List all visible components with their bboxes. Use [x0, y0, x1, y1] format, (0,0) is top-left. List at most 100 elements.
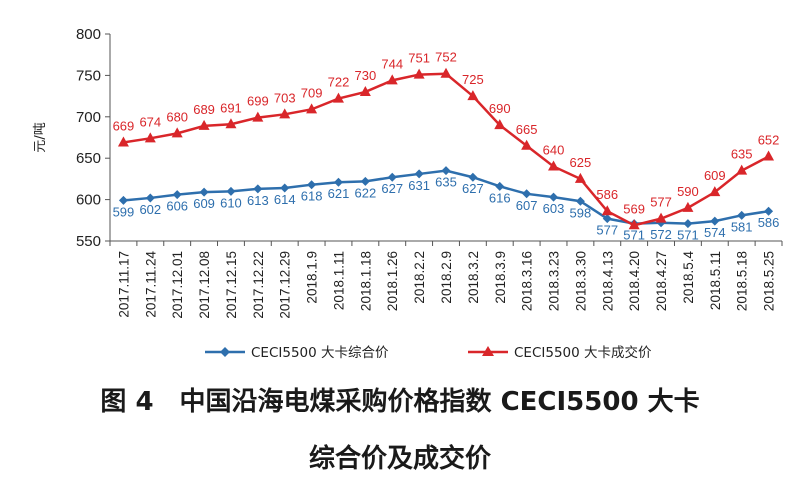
data-point: [468, 172, 478, 182]
data-label: 622: [355, 185, 377, 200]
y-axis-ticks: 550 600 650 700 750 800: [76, 26, 110, 250]
x-tick-label: 2018.4.13: [600, 251, 615, 311]
data-point: [333, 177, 343, 187]
figure-caption-line1: 图 4 中国沿海电煤采购价格指数 CECI5500 大卡: [100, 387, 700, 417]
data-label: 586: [758, 215, 780, 230]
data-point: [601, 205, 613, 216]
data-label: 603: [543, 201, 565, 216]
data-label: 606: [166, 199, 188, 214]
x-tick-label: 2018.1.11: [331, 251, 346, 310]
legend-label: CECI5500 大卡综合价: [251, 345, 389, 361]
data-label: 709: [301, 85, 323, 100]
data-label: 574: [704, 225, 726, 240]
data-label: 699: [247, 94, 269, 109]
data-label: 618: [301, 189, 323, 204]
data-point: [737, 210, 747, 220]
data-label: 690: [489, 101, 511, 116]
x-tick-label: 2017.12.29: [278, 251, 293, 319]
series-1: 599 602 606 609 610 613 614 618 621 622 627 631 635 6…: [113, 166, 780, 243]
data-point: [360, 176, 370, 186]
legend-label: CECI5500 大卡成交价: [514, 344, 652, 361]
data-point: [144, 132, 156, 143]
data-point: [549, 192, 559, 202]
data-label: 616: [489, 190, 511, 205]
x-tick-label: 2017.11.17: [116, 251, 131, 318]
data-label: 691: [220, 100, 242, 115]
chart-series: 599 602 606 609 610 613 614 618 621 622 627 631 635 6…: [113, 50, 780, 243]
data-point: [198, 119, 210, 130]
y-tick-label: 800: [76, 26, 101, 43]
data-point: [494, 119, 506, 130]
data-label: 674: [139, 114, 161, 129]
data-point: [467, 90, 479, 101]
y-tick-label: 700: [76, 109, 101, 126]
data-point: [253, 184, 263, 194]
x-tick-label: 2017.11.24: [143, 251, 158, 318]
data-label: 577: [596, 223, 618, 238]
x-tick-label: 2018.5.25: [762, 251, 777, 311]
data-point: [172, 190, 182, 200]
data-point: [655, 212, 667, 223]
y-tick-label: 750: [76, 67, 101, 84]
x-tick-label: 2017.12.15: [224, 251, 239, 319]
figure-caption-line2: 综合价及成交价: [308, 444, 491, 474]
x-tick-label: 2018.4.27: [654, 251, 669, 311]
data-label: 586: [596, 187, 618, 202]
x-tick-label: 2018.2.2: [412, 251, 427, 304]
data-point: [252, 111, 264, 122]
data-point: [145, 193, 155, 203]
data-label: 635: [731, 147, 753, 162]
data-point: [574, 172, 586, 183]
x-tick-label: 2018.3.9: [493, 251, 508, 304]
data-label: 571: [677, 228, 699, 243]
data-point: [522, 189, 532, 199]
data-label: 652: [758, 133, 780, 148]
data-label: 581: [731, 219, 753, 234]
x-tick-label: 2018.3.30: [573, 251, 588, 311]
data-point: [736, 164, 748, 175]
data-label: 625: [570, 155, 592, 170]
data-label: 599: [113, 204, 135, 219]
legend: CECI5500 大卡综合价 CECI5500 大卡成交价: [205, 344, 652, 361]
data-label: 598: [570, 205, 592, 220]
data-point: [495, 181, 505, 191]
data-label: 627: [462, 181, 484, 196]
data-point: [171, 127, 183, 138]
data-label: 689: [193, 102, 215, 117]
data-point: [709, 186, 721, 197]
x-tick-label: 2018.1.18: [358, 251, 373, 311]
x-tick-label: 2018.5.4: [681, 251, 696, 304]
y-tick-label: 600: [76, 192, 101, 209]
legend-item-1: CECI5500 大卡综合价: [205, 345, 389, 361]
data-label: 610: [220, 195, 242, 210]
data-label: 577: [650, 195, 672, 210]
data-point: [575, 196, 585, 206]
data-label: 751: [408, 51, 430, 66]
data-label: 635: [435, 175, 457, 190]
data-label: 744: [381, 56, 403, 71]
x-axis-ticks: 2017.11.17 2017.11.24 2017.12.01 2017.12.08…: [109, 241, 783, 319]
data-label: 602: [139, 202, 161, 217]
data-label: 631: [408, 178, 430, 193]
data-point: [440, 67, 452, 78]
data-point: [199, 187, 209, 197]
x-tick-label: 2018.5.18: [735, 251, 750, 311]
x-tick-label: 2018.5.11: [708, 251, 723, 310]
data-label: 730: [355, 68, 377, 83]
x-tick-label: 2018.1.9: [305, 251, 320, 304]
x-tick-label: 2018.4.20: [627, 251, 642, 311]
data-point: [763, 150, 775, 161]
series-2: 669 674 680 689 691 699 703 709 722 730 744 751 752 7…: [113, 50, 780, 230]
data-label: 609: [704, 168, 726, 183]
data-point: [117, 136, 129, 147]
data-label: 640: [543, 142, 565, 157]
data-label: 613: [247, 193, 269, 208]
data-label: 572: [650, 227, 672, 242]
x-tick-label: 2018.3.23: [547, 251, 562, 311]
data-point: [226, 186, 236, 196]
x-tick-label: 2017.12.22: [251, 251, 266, 319]
data-point: [306, 103, 318, 114]
chart-axes: [109, 34, 782, 242]
data-label: 703: [274, 90, 296, 105]
